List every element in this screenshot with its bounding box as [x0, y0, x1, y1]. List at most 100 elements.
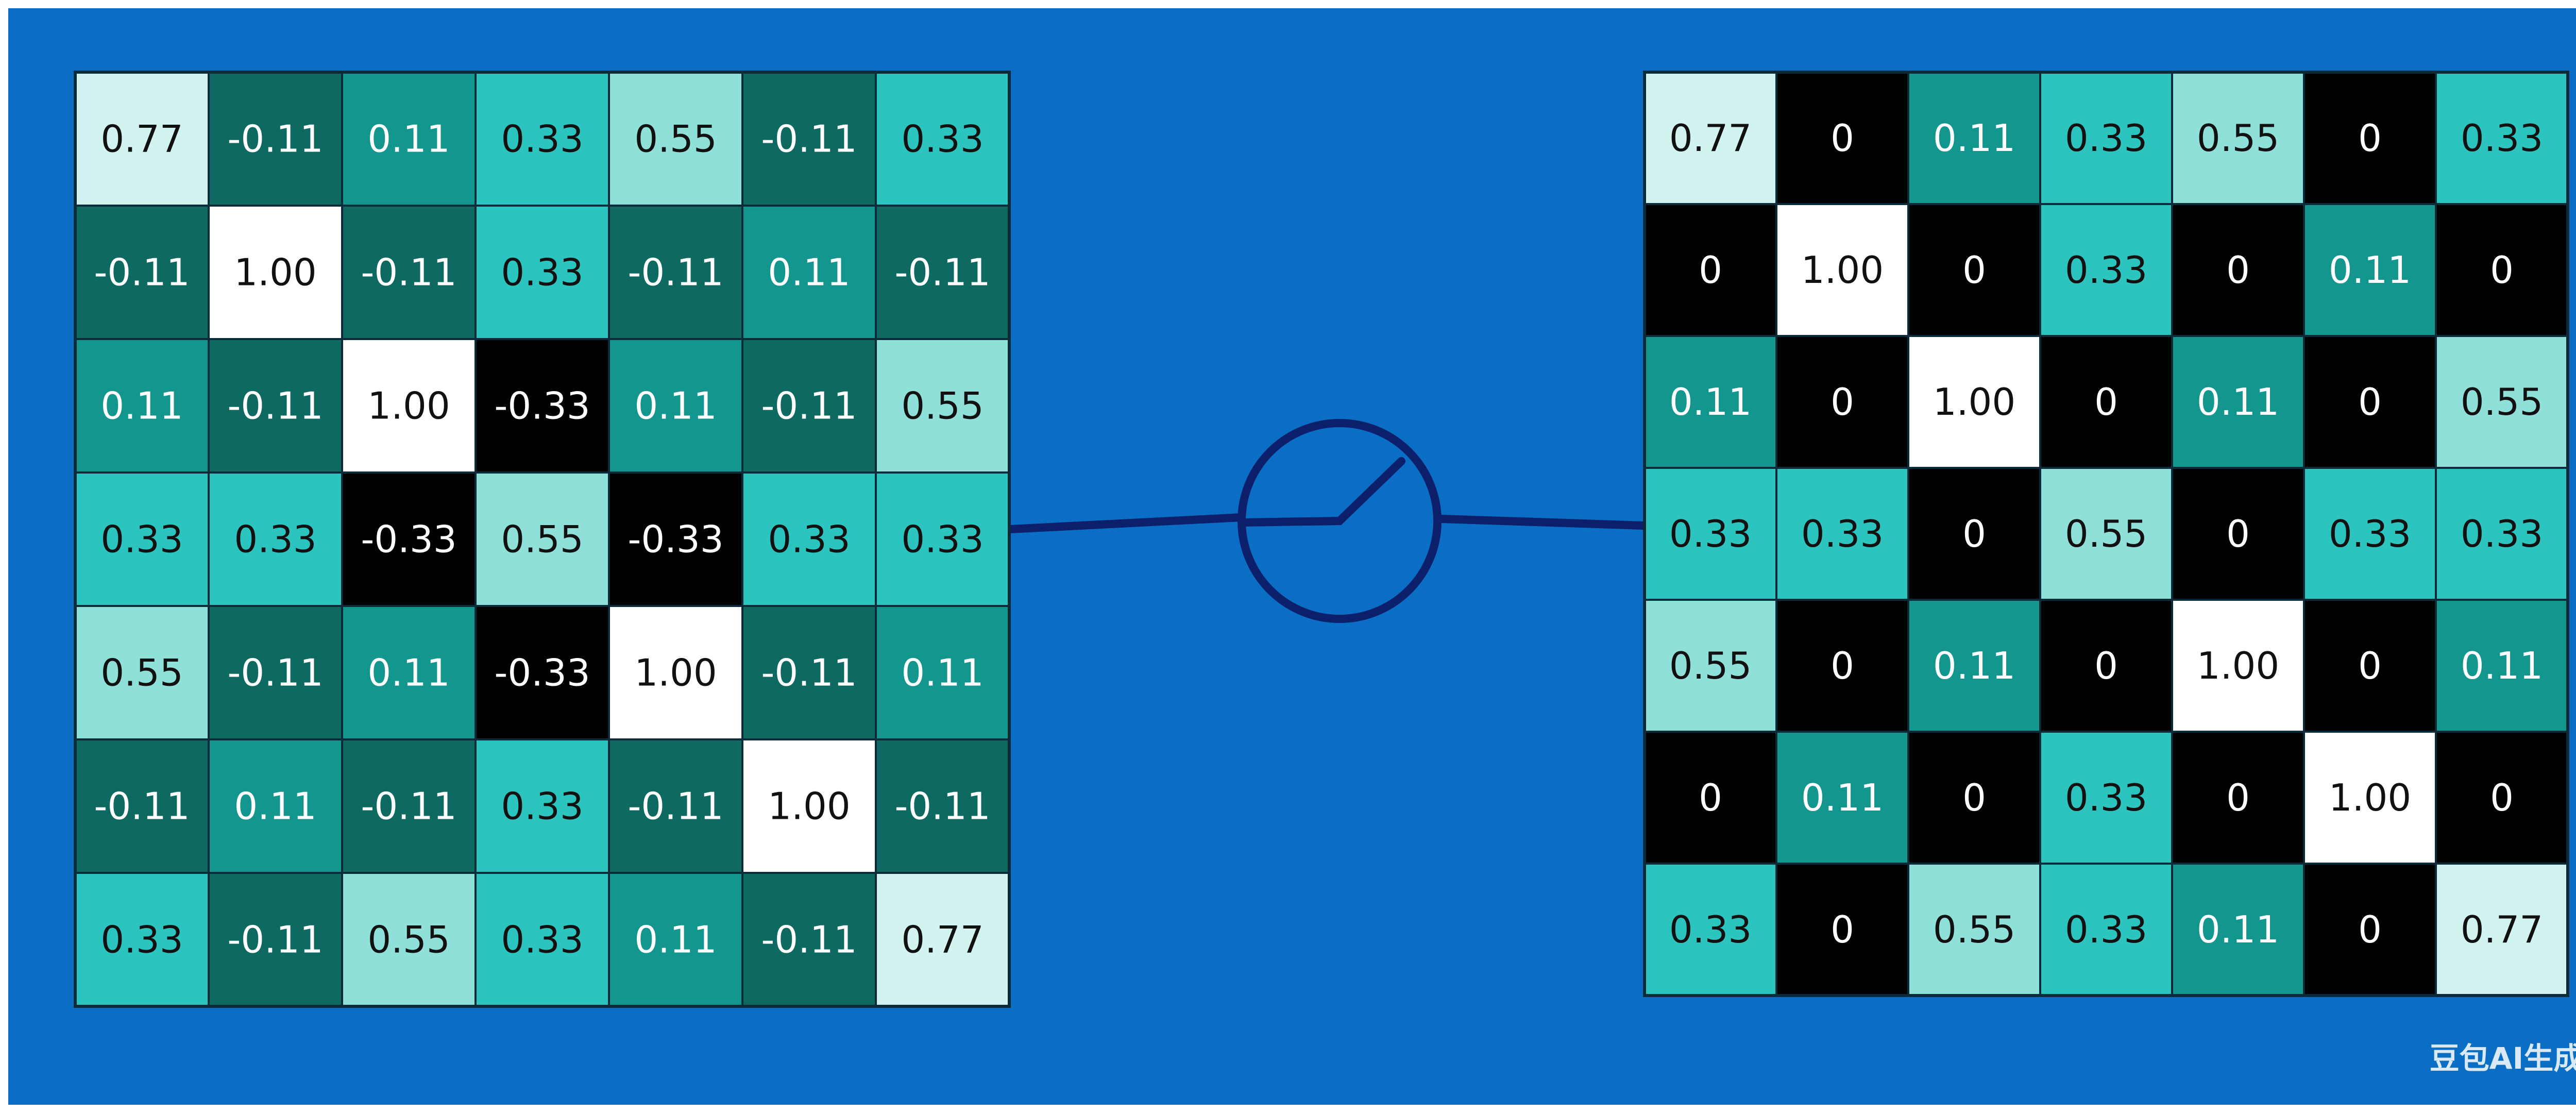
cell — [1775, 599, 1909, 733]
cell — [2039, 467, 2173, 601]
cell-value: 0.55 — [1669, 644, 1752, 687]
cell-value: 1.00 — [1933, 380, 2015, 424]
cell-value: 0 — [2358, 908, 2382, 951]
cell-value: 0.55 — [100, 651, 183, 695]
cell-value: 0 — [1962, 776, 1986, 819]
cell — [741, 205, 877, 340]
cell-value: 1.00 — [367, 384, 450, 428]
left-matrix: 0.77 -0.11 0.11 0.33 0.55 -0.11 0.33-0.11 1.00-… — [74, 71, 1011, 1008]
cell — [2039, 335, 2173, 469]
cell-value: 0 — [2358, 116, 2382, 160]
cell — [1907, 467, 2041, 601]
cell — [208, 71, 343, 207]
cell — [341, 872, 477, 1007]
cell-value: 0.55 — [367, 918, 450, 962]
cell — [208, 605, 343, 740]
cell-value: 0 — [2358, 380, 2382, 424]
cell — [341, 471, 477, 607]
cell — [608, 205, 743, 340]
cell — [741, 872, 877, 1007]
cell-value: 0 — [1699, 776, 1722, 819]
cell-value: 0.33 — [2065, 776, 2147, 819]
cell — [2039, 71, 2173, 205]
cell-value: 0.11 — [367, 117, 450, 161]
cell-value: 0.33 — [1801, 512, 1884, 555]
cell — [608, 872, 743, 1007]
cell — [2039, 599, 2173, 733]
cell-value: 0.77 — [1669, 116, 1752, 160]
cell-value: 0.11 — [2197, 908, 2279, 951]
cell-value: 0.11 — [2461, 644, 2543, 687]
cell-value: 0.33 — [501, 785, 583, 828]
cell — [2039, 863, 2173, 997]
cell-value: 0.33 — [2329, 512, 2411, 555]
cell — [2171, 731, 2305, 865]
left-matrix-border — [74, 71, 1011, 1008]
cell — [1907, 599, 2041, 733]
cell — [2303, 203, 2437, 337]
cell-value: 0 — [2490, 776, 2514, 819]
cell-value: -0.11 — [628, 785, 723, 828]
cell-value: -0.33 — [628, 518, 723, 561]
cell-value: 0.11 — [100, 384, 183, 428]
cell-value: 0.33 — [501, 251, 583, 294]
cell — [1907, 203, 2041, 337]
cell — [2435, 335, 2569, 469]
cell-value: 0.55 — [2461, 380, 2543, 424]
cell — [741, 71, 877, 207]
cell — [875, 71, 1010, 207]
cell — [474, 338, 610, 474]
cell-value: 0.33 — [1669, 512, 1752, 555]
cell — [875, 738, 1010, 874]
cell-value: 0.33 — [501, 918, 583, 962]
cell-value: 0.11 — [1933, 116, 2015, 160]
cell-value: 0.33 — [768, 518, 850, 561]
cell — [208, 205, 343, 340]
cell-value: -0.11 — [761, 384, 857, 428]
cell-value: 0 — [2226, 512, 2250, 555]
cell — [1907, 71, 2041, 205]
cell-value: -0.11 — [227, 117, 323, 161]
cell-value: 0.55 — [2197, 116, 2279, 160]
cell — [341, 738, 477, 874]
cell-value: 0.11 — [768, 251, 850, 294]
cell-value: -0.11 — [894, 785, 990, 828]
cell-value: 1.00 — [234, 251, 316, 294]
cell-value: 0.33 — [901, 117, 984, 161]
cell-value: 0 — [1831, 908, 1854, 951]
cell-value: 0 — [1699, 248, 1722, 292]
cell — [608, 338, 743, 474]
cell — [2303, 731, 2437, 865]
cell-value: -0.11 — [361, 785, 456, 828]
cell-value: -0.11 — [761, 918, 857, 962]
cell — [2171, 467, 2305, 601]
cell-value: 1.00 — [2329, 776, 2411, 819]
cell-value: 0.11 — [1801, 776, 1884, 819]
relu-curve — [1238, 457, 1405, 527]
watermark: 豆包AI生成 — [2430, 1041, 2576, 1076]
cell — [1643, 467, 1777, 601]
cell-value: 0 — [1962, 248, 1986, 292]
cell-value: 0.11 — [634, 384, 717, 428]
cell-value: 0.33 — [501, 117, 583, 161]
connector-right — [1437, 515, 1649, 530]
cell-value: 0 — [2226, 248, 2250, 292]
cell-value: -0.11 — [361, 251, 456, 294]
cell — [2303, 863, 2437, 997]
cell-value: 0.11 — [1933, 644, 2015, 687]
cell — [875, 605, 1010, 740]
right-matrix: 0.77 0 0.11 0.33 0.55 0 0.33 0 1.00 0 0.33 0 0.11 0 0.… — [1643, 71, 2569, 997]
cell-value: 0.11 — [634, 918, 717, 962]
cell — [1643, 335, 1777, 469]
cell — [2435, 467, 2569, 601]
cell-value: 0.33 — [901, 518, 984, 561]
cell-value: 0.55 — [1933, 908, 2015, 951]
cell-value: -0.11 — [761, 117, 857, 161]
cell-value: 0.11 — [2329, 248, 2411, 292]
cell-value: 1.00 — [768, 785, 850, 828]
cell-value: -0.33 — [494, 651, 590, 695]
cell — [74, 605, 210, 740]
connector-left — [1006, 513, 1246, 533]
right-matrix-border — [1643, 71, 2569, 997]
